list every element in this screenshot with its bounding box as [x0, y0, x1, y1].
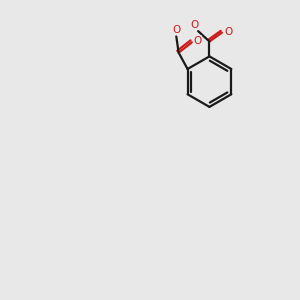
Text: O: O — [224, 27, 232, 37]
Text: O: O — [190, 20, 199, 30]
Text: O: O — [172, 25, 180, 35]
Text: O: O — [193, 36, 202, 46]
